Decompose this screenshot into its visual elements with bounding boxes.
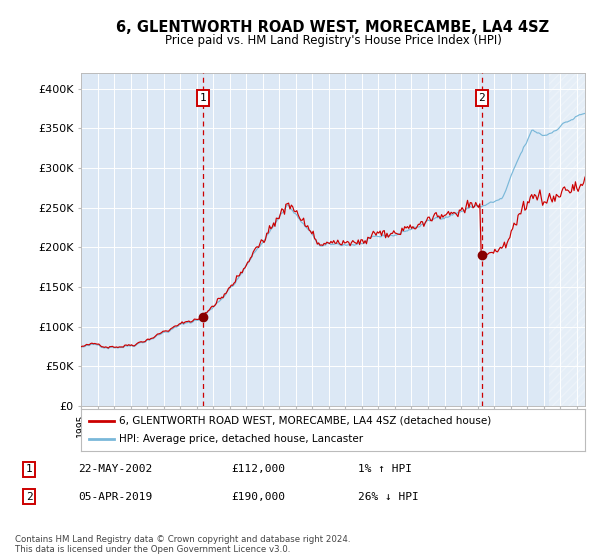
Text: 26% ↓ HPI: 26% ↓ HPI xyxy=(358,492,418,502)
Text: Contains HM Land Registry data © Crown copyright and database right 2024.
This d: Contains HM Land Registry data © Crown c… xyxy=(15,535,350,554)
Text: 6, GLENTWORTH ROAD WEST, MORECAMBE, LA4 4SZ: 6, GLENTWORTH ROAD WEST, MORECAMBE, LA4 … xyxy=(116,20,550,35)
Text: Price paid vs. HM Land Registry's House Price Index (HPI): Price paid vs. HM Land Registry's House … xyxy=(164,34,502,46)
Text: HPI: Average price, detached house, Lancaster: HPI: Average price, detached house, Lanc… xyxy=(119,434,363,444)
Text: 2: 2 xyxy=(26,492,32,502)
Text: £112,000: £112,000 xyxy=(231,464,285,474)
Text: 05-APR-2019: 05-APR-2019 xyxy=(78,492,152,502)
Text: 1: 1 xyxy=(200,93,206,103)
Text: 1: 1 xyxy=(26,464,32,474)
Text: 1% ↑ HPI: 1% ↑ HPI xyxy=(358,464,412,474)
Text: 6, GLENTWORTH ROAD WEST, MORECAMBE, LA4 4SZ (detached house): 6, GLENTWORTH ROAD WEST, MORECAMBE, LA4 … xyxy=(119,416,491,426)
Text: 2: 2 xyxy=(478,93,485,103)
Text: £190,000: £190,000 xyxy=(231,492,285,502)
Text: 22-MAY-2002: 22-MAY-2002 xyxy=(78,464,152,474)
